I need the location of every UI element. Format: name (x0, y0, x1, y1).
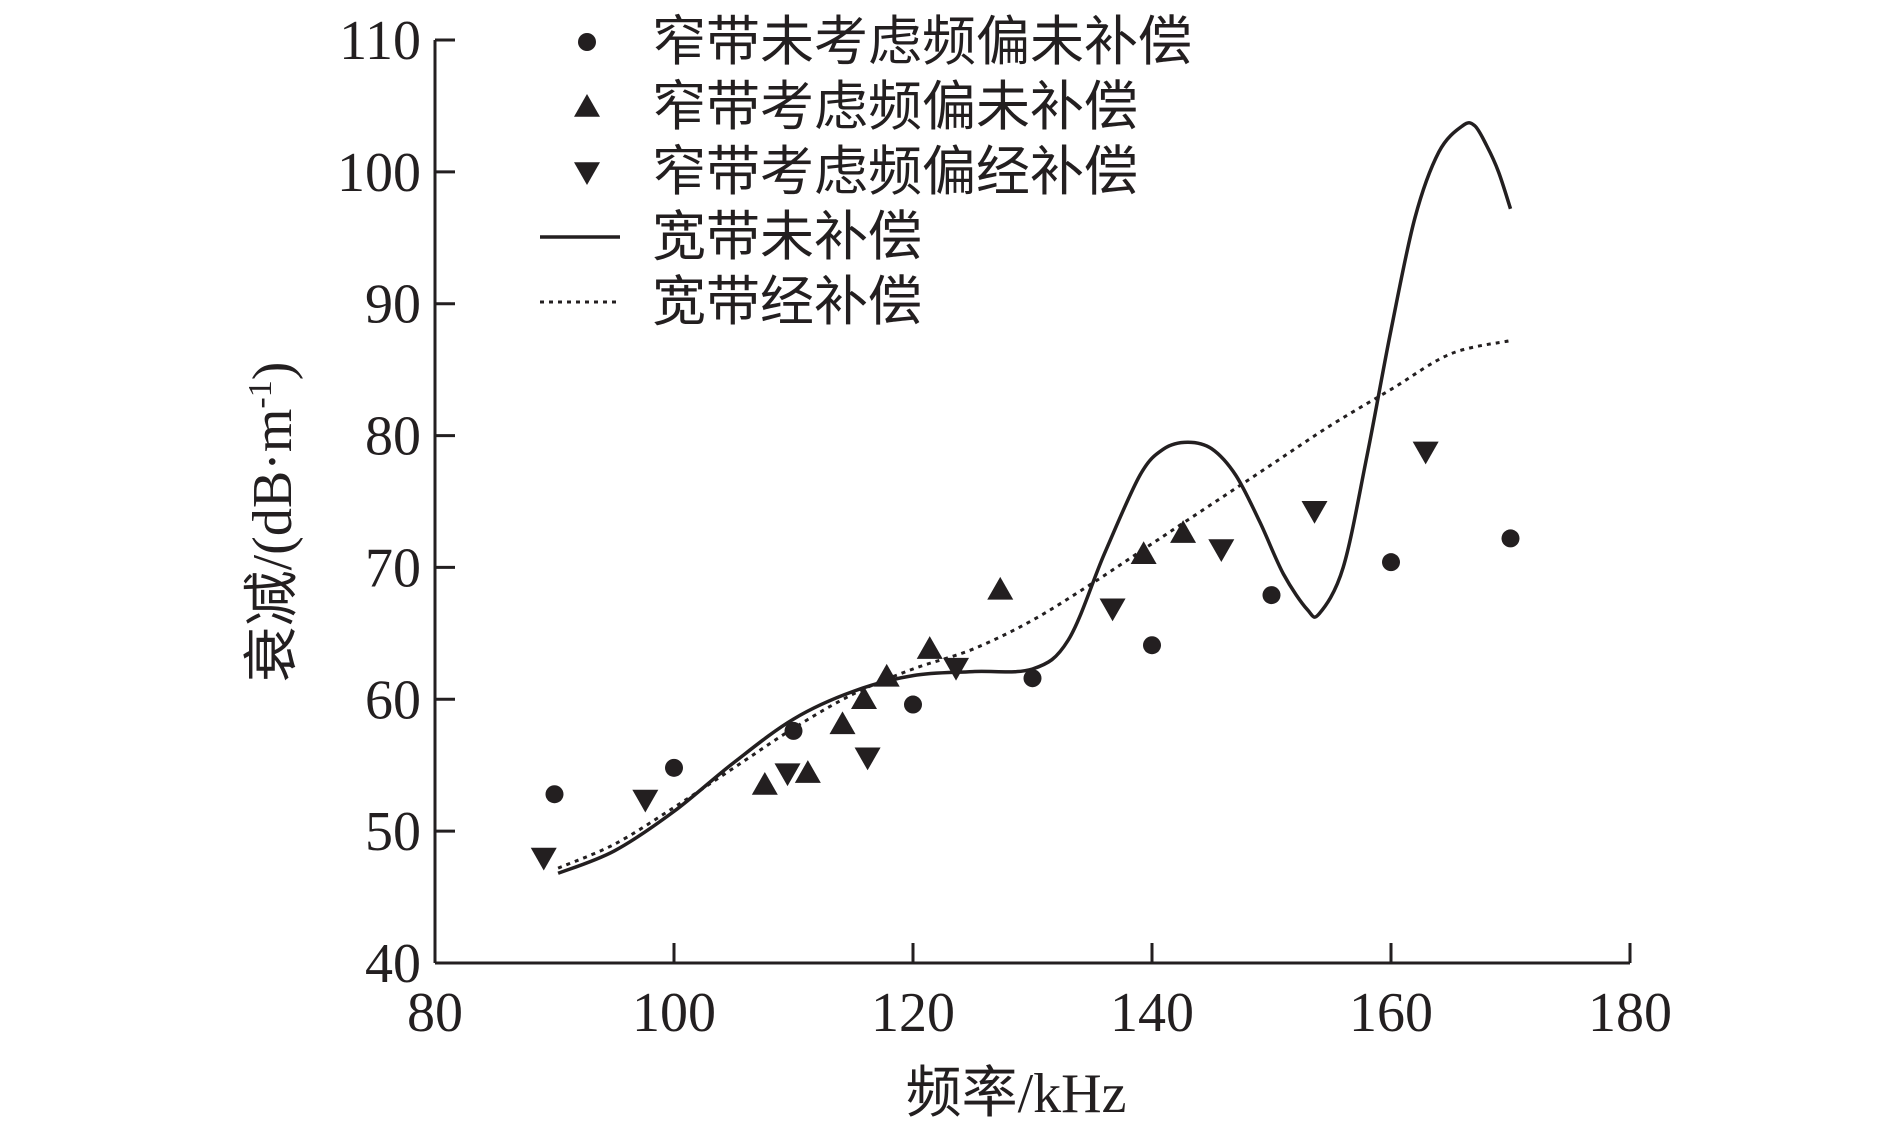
data-point (904, 695, 922, 714)
y-tick-label: 70 (365, 537, 421, 599)
x-tick-label: 180 (1588, 982, 1672, 1044)
data-point (829, 711, 856, 735)
y-tick-label: 100 (337, 142, 421, 204)
data-point (751, 771, 778, 795)
legend-label: 窄带考虑频偏未补偿 (652, 77, 1138, 137)
data-point (1262, 586, 1281, 605)
data-point (794, 760, 821, 783)
y-axis-title: 衰减/(dB·m-1) (242, 362, 304, 683)
data-point (873, 663, 900, 687)
x-axis-title: 频率/kHz (906, 1063, 1127, 1125)
legend-item: 窄带考虑频偏未补偿 (574, 77, 1138, 137)
plot-lines (557, 121, 1513, 875)
data-point (1023, 669, 1042, 688)
legend-item: 窄带未考虑频偏未补偿 (578, 12, 1192, 72)
legend-label: 宽带经补偿 (652, 272, 922, 332)
data-point (530, 847, 557, 871)
data-point (916, 636, 943, 659)
y-tick-label: 110 (339, 10, 421, 72)
data-point (784, 721, 803, 740)
data-point (1301, 500, 1328, 524)
data-point (851, 686, 878, 710)
data-point (1412, 441, 1439, 465)
data-point (1130, 541, 1157, 564)
data-point (987, 576, 1014, 600)
data-point (1170, 520, 1197, 543)
y-axis-title-close: ) (242, 362, 304, 381)
legend-item: 宽带未补偿 (540, 207, 922, 267)
data-point (943, 657, 970, 681)
data-point (1382, 553, 1400, 572)
y-tick-label: 60 (365, 669, 421, 731)
data-point (665, 758, 683, 777)
data-point (854, 747, 881, 771)
legend-marker-swatch (578, 33, 596, 51)
legend-label: 宽带未补偿 (652, 207, 922, 267)
series-line-3 (557, 121, 1513, 875)
legend-label: 窄带考虑频偏经补偿 (652, 142, 1138, 202)
plot-markers (530, 441, 1520, 871)
series-markers-2 (530, 441, 1439, 871)
legend-marker-swatch (574, 162, 600, 185)
legend-item: 宽带经补偿 (540, 272, 922, 332)
y-tick-label: 80 (365, 406, 421, 468)
legend-item: 窄带考虑频偏经补偿 (574, 142, 1138, 202)
x-tick-label: 140 (1110, 982, 1194, 1044)
data-point (1208, 539, 1235, 562)
y-axis-title-main: 衰减/(dB·m (242, 409, 304, 683)
data-point (632, 789, 659, 813)
data-point (1143, 636, 1161, 655)
data-point (774, 763, 801, 787)
axes: 40 50 60 70 80 90 100 110 80 100 120 140 160 180 (337, 10, 1672, 1044)
legend-label: 窄带未考虑频偏未补偿 (652, 12, 1192, 72)
x-tick-label: 160 (1349, 982, 1433, 1044)
x-tick-label: 100 (632, 982, 716, 1044)
y-tick-label: 90 (365, 274, 421, 336)
data-point (1099, 598, 1126, 622)
legend-marker-swatch (574, 94, 600, 117)
series-markers-1 (751, 520, 1197, 795)
x-tick-label: 120 (871, 982, 955, 1044)
data-point (545, 785, 564, 804)
x-tick-label: 80 (407, 982, 463, 1044)
y-tick-label: 50 (365, 801, 421, 863)
y-tick-label: 40 (365, 933, 421, 995)
data-point (1501, 529, 1520, 548)
series-markers-0 (545, 529, 1520, 804)
y-axis-title-superscript: -1 (242, 380, 279, 408)
series-line-4 (557, 339, 1511, 870)
